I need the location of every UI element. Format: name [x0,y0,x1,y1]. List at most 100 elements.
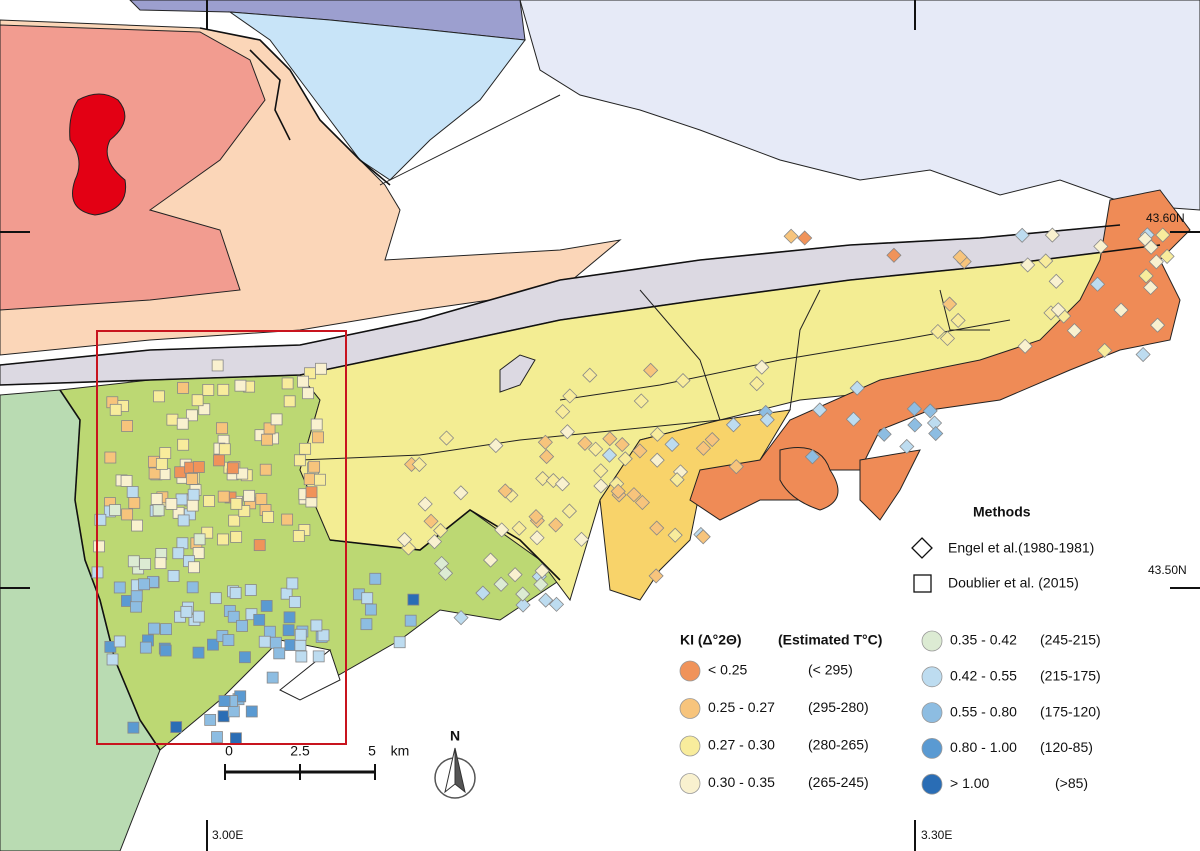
sample-symbol [725,417,742,433]
sample-symbol [515,597,531,613]
sample-symbol [1093,238,1109,254]
sample-symbol [130,600,142,613]
sample-symbol [281,377,294,390]
sample-symbol [930,323,946,340]
sample-symbol [302,387,314,400]
sample-symbol [234,379,247,392]
sample-symbol [634,494,650,511]
sample-symbol [186,473,199,485]
sample-symbol [255,493,268,505]
sample-symbol [93,540,105,553]
sample-symbol [139,558,152,570]
sample-symbol [217,490,230,503]
sample-symbol [1038,253,1054,269]
sample-symbol [845,411,862,427]
scale-label: 0 [225,743,233,759]
method-label: Engel et al.(1980-1981) [948,540,1094,556]
legend-range: > 1.00 [950,775,990,791]
sample-symbol [192,610,205,623]
sample-symbol [239,651,251,664]
sample-symbol [269,636,282,649]
sample-symbol [1014,227,1030,243]
unit-orange [859,449,921,521]
sample-symbol [203,495,215,507]
legend-temperature: (245-215) [1040,632,1101,648]
sample-symbol [423,513,439,529]
legend-range: 0.25 - 0.27 [708,699,775,715]
sample-symbol [258,635,271,648]
sample-symbol [899,438,915,455]
sample-symbol [922,403,938,419]
sample-symbol [573,531,590,547]
sample-symbol [528,509,544,525]
method-symbol [911,537,933,559]
sample-symbol [207,638,219,651]
sample-symbol [548,517,564,533]
thrust-line [329,509,561,581]
sample-symbol [555,404,571,420]
sample-symbol [139,641,152,654]
sample-symbol [253,539,266,552]
sample-symbol [192,547,205,559]
sample-symbol [152,504,165,517]
legend-swatch [921,630,943,652]
sample-symbol [238,505,251,517]
sample-symbol [155,458,168,470]
sample-symbol [130,590,143,603]
sample-symbol [126,486,139,498]
sample-symbol [270,413,283,426]
sample-symbol [632,443,648,459]
legend-range: 0.55 - 0.80 [950,703,1017,719]
sample-symbol [315,362,327,375]
sample-symbol [204,713,217,726]
legend-swatch [921,666,943,688]
sample-symbol [259,463,272,476]
unit-orange [779,447,839,511]
sample-symbol [177,381,189,394]
sample-symbol [260,600,273,612]
sample-symbol [160,623,172,636]
sample-symbol [186,581,199,594]
sample-symbol [849,380,865,396]
sample-symbol [177,438,190,451]
sample-symbol [1020,257,1036,273]
thrust-line [59,389,161,751]
sample-symbol [222,634,235,646]
north-arrow: N [434,728,476,799]
sample-symbol [109,504,122,516]
north-needle [444,747,456,794]
sample-symbol [493,576,509,592]
sample-symbol [299,442,312,455]
sample-symbol [245,705,258,718]
sample-symbol [172,547,185,560]
unit-red [69,93,127,216]
sample-symbol [417,496,433,512]
sample-symbol [754,359,770,375]
sample-symbol [198,403,211,416]
sample-symbol [1150,317,1166,333]
legend-temperature: (120-85) [1040,739,1093,755]
sample-symbol [218,443,231,456]
sample-symbol [153,390,165,403]
scale-label: 2.5 [290,743,310,759]
sample-symbol [704,431,720,448]
sample-symbol [453,610,469,626]
sample-symbol [562,388,578,404]
sample-symbol [783,228,799,244]
fault [379,94,561,186]
sample-symbol [312,650,325,663]
sample-symbol [230,531,243,543]
sample-symbol [127,555,140,568]
sample-symbol [548,596,565,612]
legend-range: 0.30 - 0.35 [708,774,775,790]
sample-symbol [148,622,160,635]
sample-symbol [217,710,230,723]
legend-range: 0.27 - 0.30 [708,737,775,753]
legend-range: 0.80 - 1.00 [950,739,1017,755]
sample-symbol [952,249,968,265]
sample-symbol [411,456,427,473]
legend-temperature: (295-280) [808,699,869,715]
sample-symbol [648,568,664,584]
fault [789,289,821,411]
